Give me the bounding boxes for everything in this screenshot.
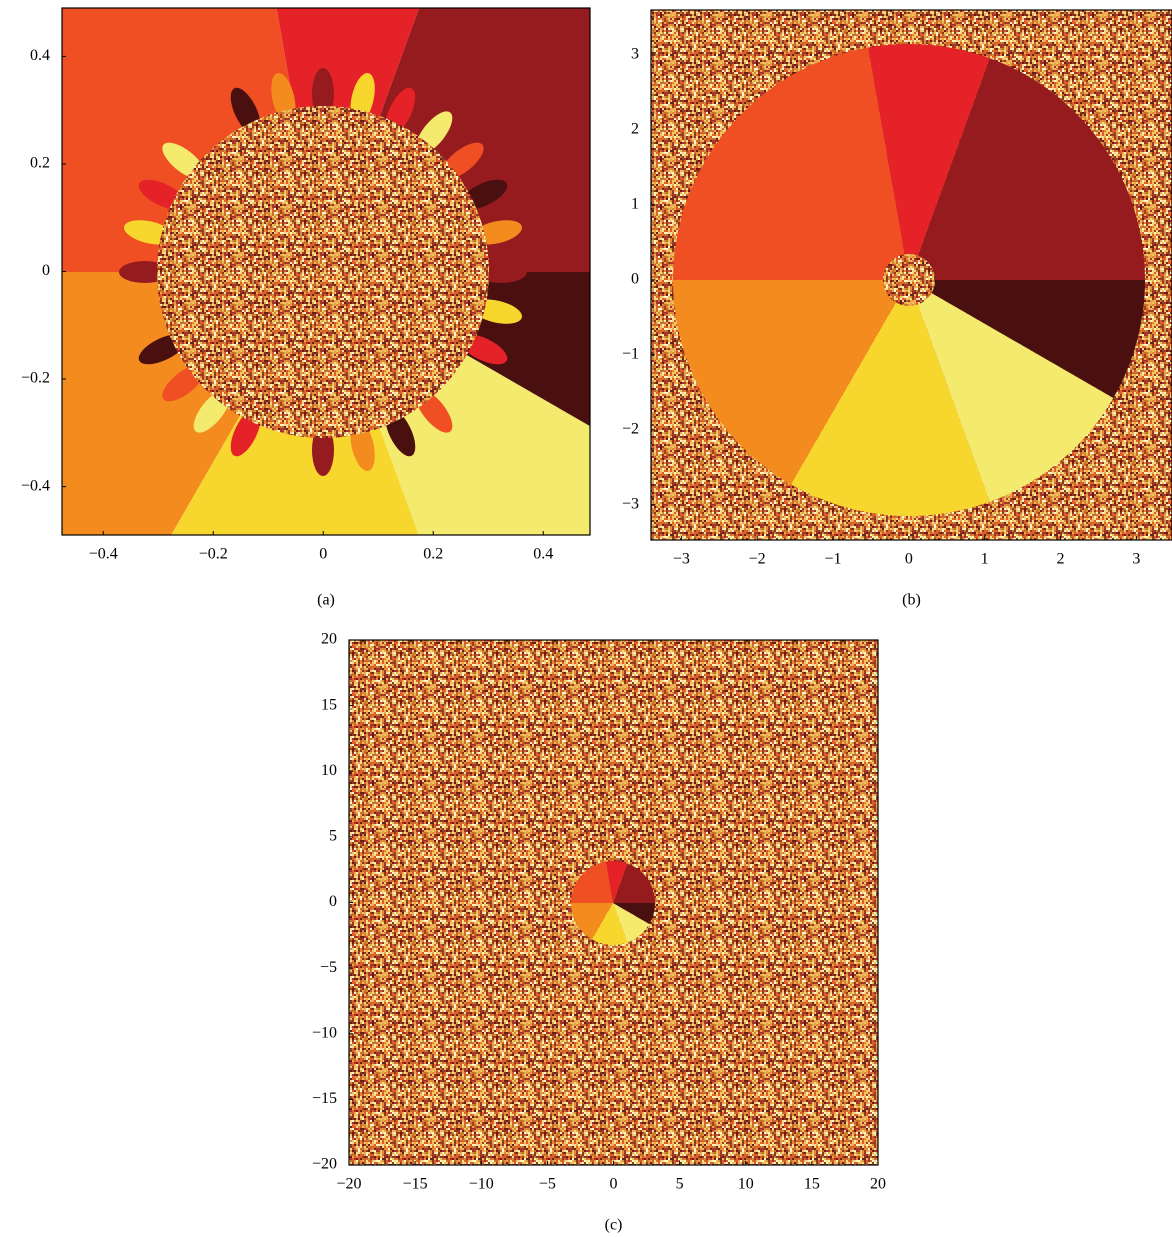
x-tick-label: −1 [824, 551, 841, 568]
y-tick-label: 0 [329, 893, 337, 910]
y-tick-label: −20 [312, 1156, 337, 1173]
basin-sector [592, 903, 628, 945]
y-tick-label: 15 [321, 696, 337, 713]
x-tick-label: 1 [981, 551, 989, 568]
y-tick-label: 20 [321, 631, 337, 648]
y-tick-label: −10 [312, 1024, 337, 1041]
y-tick-label: 0.2 [30, 155, 50, 172]
x-tick-label: −2 [749, 551, 766, 568]
basin-sector [571, 861, 613, 903]
basin-sector [613, 903, 655, 924]
basin-image [62, 8, 590, 535]
y-tick-label: 5 [329, 828, 337, 845]
y-tick-label: 0 [631, 271, 639, 288]
basin-image [651, 10, 1172, 540]
panel-caption: (a) [317, 592, 335, 609]
panel-caption: (c) [605, 1217, 623, 1234]
y-tick-label: 10 [321, 762, 337, 779]
panel-caption: (b) [902, 592, 921, 609]
basin-sector [909, 58, 1145, 280]
basin-sector [613, 863, 655, 903]
x-tick-label: 20 [870, 1176, 886, 1193]
basin-sector [571, 903, 613, 940]
y-tick-label: −3 [622, 495, 639, 512]
y-tick-label: 3 [631, 46, 639, 63]
x-tick-label: 2 [1057, 551, 1065, 568]
x-tick-label: 0 [319, 546, 327, 563]
x-tick-label: −3 [673, 551, 690, 568]
x-tick-label: 10 [738, 1176, 754, 1193]
x-tick-label: 15 [804, 1176, 820, 1193]
y-tick-label: 1 [631, 196, 639, 213]
basin-sector [673, 280, 909, 485]
basin-image [349, 640, 878, 1165]
y-tick-label: −0.2 [21, 370, 50, 387]
y-tick-label: −1 [622, 346, 639, 363]
basin-sector [909, 280, 1114, 502]
x-tick-label: 0.2 [423, 546, 443, 563]
basin-sector [605, 861, 628, 903]
x-tick-label: 5 [676, 1176, 684, 1193]
y-tick-label: 0.4 [30, 47, 50, 64]
basin-sector [909, 280, 1145, 398]
x-tick-label: 0.4 [533, 546, 553, 563]
y-tick-label: 0 [42, 262, 50, 279]
x-tick-label: 0 [610, 1176, 618, 1193]
basin-sector [323, 272, 590, 427]
x-tick-label: −10 [469, 1176, 494, 1193]
x-tick-label: −0.4 [89, 546, 118, 563]
x-tick-label: −5 [539, 1176, 556, 1193]
x-tick-label: −15 [403, 1176, 428, 1193]
noise-disk [883, 254, 935, 306]
x-tick-label: −20 [336, 1176, 361, 1193]
plot-frame [650, 9, 1172, 541]
x-tick-label: 3 [1132, 551, 1140, 568]
y-tick-label: −0.4 [21, 477, 50, 494]
basin-sector [868, 44, 990, 281]
noise-disk [157, 106, 489, 438]
x-tick-label: −0.2 [199, 546, 228, 563]
y-tick-label: −5 [320, 959, 337, 976]
y-tick-label: −15 [312, 1090, 337, 1107]
y-tick-label: −2 [622, 420, 639, 437]
x-tick-label: 0 [905, 551, 913, 568]
basin-sector [672, 47, 909, 280]
y-tick-label: 2 [631, 121, 639, 138]
basin-sector [613, 903, 650, 943]
basin-sector [791, 280, 990, 516]
